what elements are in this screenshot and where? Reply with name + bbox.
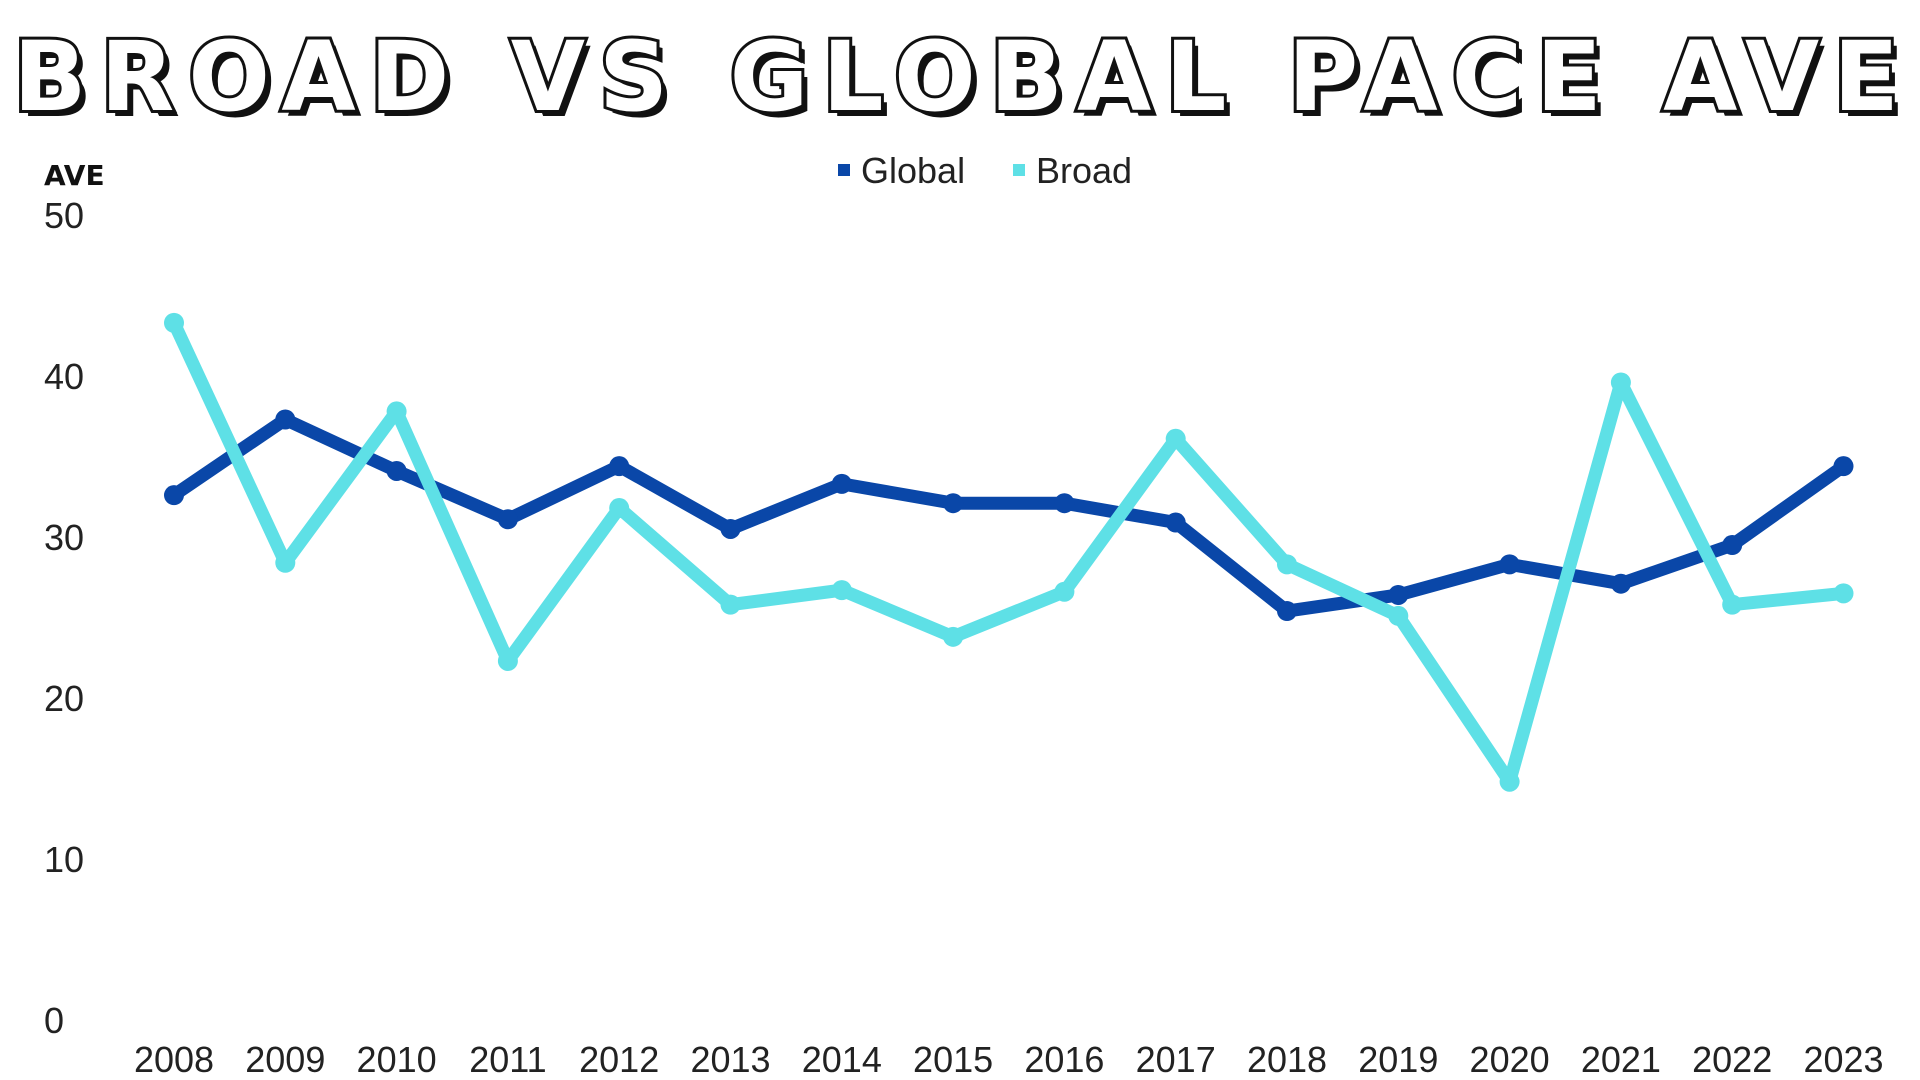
y-axis-ticks: 0 10 20 30 40 50 (44, 195, 84, 1041)
data-point-broad (164, 312, 184, 333)
x-tick-label: 2014 (802, 1039, 882, 1080)
data-point-global (386, 460, 407, 481)
x-tick-label: 2012 (579, 1039, 659, 1080)
data-point-broad (275, 552, 296, 573)
x-tick-label: 2019 (1358, 1039, 1438, 1080)
legend: Global Broad (838, 150, 1132, 191)
y-tick-label: 30 (44, 517, 84, 558)
x-tick-label: 2021 (1581, 1039, 1661, 1080)
data-point-global (164, 485, 184, 506)
data-point-broad (609, 498, 630, 519)
y-axis-label: AVE (44, 159, 105, 192)
x-tick-label: 2018 (1247, 1039, 1327, 1080)
x-tick-label: 2016 (1024, 1039, 1104, 1080)
data-point-global (943, 493, 964, 514)
legend-label-broad: Broad (1036, 150, 1132, 191)
data-point-global (609, 456, 630, 477)
data-point-global (275, 409, 296, 430)
series-broad (164, 312, 1854, 792)
x-tick-label: 2015 (913, 1039, 993, 1080)
data-point-global (1722, 535, 1743, 556)
data-point-global (1165, 512, 1186, 533)
y-tick-label: 10 (44, 839, 84, 880)
data-point-broad (1610, 372, 1631, 393)
x-tick-label: 2023 (1803, 1039, 1883, 1080)
data-point-broad (1388, 605, 1409, 626)
series-layer (164, 312, 1854, 792)
data-point-global (1833, 456, 1854, 477)
x-tick-label: 2010 (357, 1039, 437, 1080)
x-axis-ticks: 2008 2009 2010 2011 2012 2013 2014 2015 2016 2017… (134, 1039, 1884, 1080)
y-tick-label: 20 (44, 678, 84, 719)
data-point-broad (1833, 583, 1854, 604)
y-tick-label: 50 (44, 195, 84, 236)
data-point-global (1388, 584, 1409, 605)
data-point-global (1499, 554, 1520, 575)
data-point-broad (943, 626, 964, 647)
series-line-broad (167, 316, 1850, 789)
x-tick-label: 2020 (1470, 1039, 1550, 1080)
chart-title-group: BROAD VS GLOBAL PACE AVE BROAD VS GLOBAL… (10, 18, 1919, 139)
data-point-broad (831, 580, 852, 601)
data-point-broad (1165, 428, 1186, 449)
data-point-broad (497, 650, 518, 671)
data-point-broad (720, 594, 741, 615)
data-point-broad (1499, 771, 1520, 792)
data-point-broad (386, 401, 407, 422)
x-tick-label: 2013 (690, 1039, 770, 1080)
data-point-broad (1054, 581, 1075, 602)
data-point-global (497, 509, 518, 530)
x-tick-label: 2017 (1136, 1039, 1216, 1080)
data-point-global (720, 518, 741, 539)
data-point-global (831, 473, 852, 494)
y-tick-label: 0 (44, 1000, 64, 1041)
data-point-global (1054, 493, 1075, 514)
x-tick-label: 2008 (134, 1039, 214, 1080)
legend-label-global: Global (861, 150, 965, 191)
x-tick-label: 2009 (245, 1039, 325, 1080)
y-tick-label: 40 (44, 356, 84, 397)
data-point-broad (1722, 594, 1743, 615)
x-tick-label: 2011 (469, 1039, 546, 1080)
data-point-broad (1277, 554, 1297, 575)
x-tick-label: 2022 (1692, 1039, 1772, 1080)
legend-swatch-global (838, 164, 850, 176)
data-point-global (1610, 573, 1631, 594)
data-point-global (1277, 601, 1297, 622)
chart-title: BROAD VS GLOBAL PACE AVE (13, 21, 1913, 133)
series-line-global (167, 412, 1850, 618)
chart-title-shadow: BROAD VS GLOBAL PACE AVE (19, 27, 1919, 139)
legend-swatch-broad (1013, 164, 1025, 176)
